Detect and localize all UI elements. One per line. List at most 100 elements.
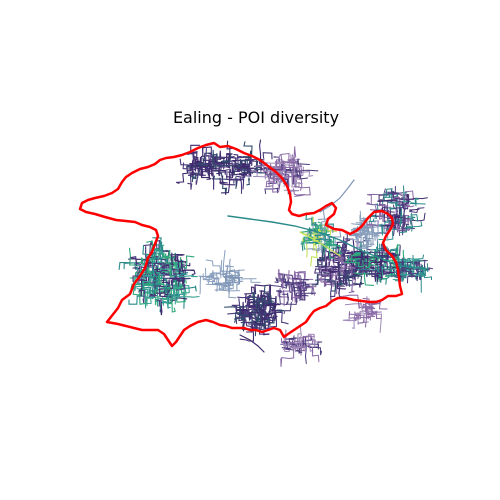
street-segment — [159, 269, 170, 275]
street-segment — [392, 208, 403, 228]
street-segment — [153, 262, 171, 270]
street-segment — [191, 156, 202, 175]
street-segment — [140, 257, 157, 265]
street-segment — [364, 313, 375, 328]
street-segment — [291, 291, 293, 302]
street-segment — [213, 163, 225, 170]
street-segment — [336, 280, 347, 290]
street-segment — [360, 255, 369, 264]
street-segment — [263, 285, 272, 304]
street-segment — [414, 274, 425, 276]
street-segment — [378, 230, 394, 241]
street-segment — [412, 261, 419, 280]
street-segment — [176, 277, 186, 280]
street-segment — [378, 204, 388, 214]
street-segment — [309, 341, 323, 350]
street-segment — [217, 282, 230, 294]
street-segment — [385, 273, 390, 285]
street-segment — [276, 290, 283, 298]
street-segment — [301, 291, 303, 301]
street-segment — [317, 249, 327, 263]
street-segment — [351, 254, 361, 262]
street-segment — [293, 171, 302, 187]
street-segment — [362, 298, 371, 314]
street-segment — [242, 164, 248, 181]
street-segment — [325, 242, 336, 259]
street-segment — [149, 256, 166, 265]
street-cluster-south-central — [224, 284, 289, 342]
street-segment — [153, 277, 155, 291]
street-segment — [154, 298, 159, 307]
street-segment — [140, 278, 146, 297]
street-segment — [398, 253, 409, 261]
borough-boundary — [78, 141, 404, 348]
street-segment — [182, 162, 196, 171]
street-segment — [353, 233, 358, 239]
street-segment — [357, 314, 365, 324]
street-segment — [404, 190, 415, 202]
street-segment — [209, 272, 220, 280]
street-segment — [146, 240, 160, 251]
street-segment — [327, 230, 338, 233]
street-segment — [208, 167, 219, 177]
street-segment — [176, 172, 198, 184]
street-segment — [401, 218, 405, 222]
street-segment — [233, 317, 246, 320]
street-segment — [175, 272, 189, 276]
street-segment — [410, 197, 420, 207]
street-segment — [202, 159, 213, 168]
street-segment — [280, 343, 298, 349]
street-segment — [264, 291, 271, 304]
street-segment — [263, 320, 269, 329]
street-segment — [382, 206, 389, 213]
street-segment — [289, 283, 291, 290]
street-segment — [240, 278, 261, 283]
street-segment — [291, 173, 303, 185]
street-segment — [366, 307, 382, 320]
street-segment — [207, 152, 226, 158]
street-segment — [263, 318, 274, 330]
street-segment — [220, 153, 232, 163]
street-segment — [369, 256, 375, 264]
street-segment — [272, 177, 280, 193]
street-segment — [267, 177, 278, 185]
street-segment — [180, 262, 191, 272]
street-segment — [274, 278, 288, 287]
street-segment — [162, 250, 171, 262]
street-segment — [253, 323, 262, 327]
street-segment — [216, 283, 227, 292]
street-segment — [190, 144, 201, 161]
street-segment — [337, 279, 345, 286]
street-segment — [222, 265, 234, 276]
street-segment — [391, 266, 398, 272]
street-segment — [228, 269, 237, 279]
street-segment — [252, 291, 257, 305]
street-segment — [305, 212, 319, 235]
street-segment — [187, 173, 193, 190]
street-segment — [248, 158, 253, 166]
street-segment — [420, 265, 426, 277]
street-segment — [297, 337, 310, 347]
street-segment — [374, 313, 383, 333]
street-segment — [250, 170, 270, 178]
street-segment — [404, 225, 414, 232]
street-segment — [254, 284, 272, 296]
street-segment — [157, 253, 171, 260]
street-segment — [386, 221, 394, 226]
street-segment — [292, 188, 306, 197]
street-segment — [344, 259, 365, 268]
street-segment — [289, 164, 303, 172]
street-segment — [219, 282, 234, 290]
street-segment — [292, 346, 297, 353]
street-segment — [293, 186, 311, 196]
street-segment — [348, 277, 355, 294]
street-segment — [194, 165, 203, 177]
street-segment — [288, 270, 302, 286]
street-segment — [291, 291, 300, 299]
street-segment — [410, 214, 419, 222]
street-segment — [149, 294, 157, 297]
street-segment — [211, 175, 234, 181]
street-segment — [239, 307, 249, 317]
street-segment — [351, 266, 356, 275]
